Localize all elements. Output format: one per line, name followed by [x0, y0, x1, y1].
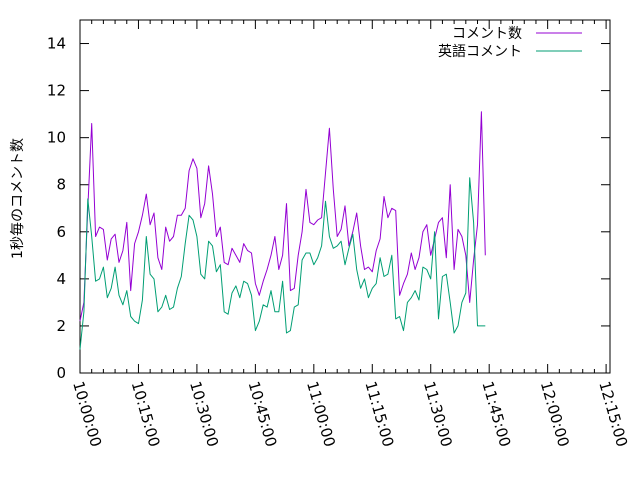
plot-frame: [79, 19, 611, 374]
x-tick-label: 11:30:00: [420, 379, 456, 449]
y-tick-label: 2: [56, 317, 66, 335]
x-tick-label: 11:00:00: [303, 379, 339, 449]
x-tick-label: 10:45:00: [245, 379, 281, 449]
x-tick-label: 10:30:00: [186, 379, 222, 449]
y-tick-label: 12: [47, 82, 66, 100]
y-axis: 0 2 4 6 8 10 12 14: [47, 35, 610, 382]
y-tick-label: 10: [47, 129, 66, 147]
plot-border: [79, 19, 611, 374]
x-tick-label: 11:45:00: [478, 379, 514, 449]
series-line-2: [79, 177, 486, 350]
y-axis-label: 1秒毎のコメント数: [10, 138, 26, 259]
x-tick-label: 12:15:00: [595, 379, 631, 449]
y-tick-label: 4: [56, 270, 66, 288]
y-tick-label: 0: [56, 364, 66, 382]
legend-label-2: 英語コメント: [438, 43, 522, 60]
legend-label-1: コメント数: [452, 26, 522, 42]
x-tick-label: 12:00:00: [537, 379, 573, 449]
x-tick-label: 11:15:00: [361, 379, 397, 449]
x-tick-label: 10:15:00: [128, 379, 164, 449]
y-tick-label: 14: [47, 35, 66, 53]
y-tick-label: 8: [56, 176, 66, 194]
series-line-1: [79, 111, 486, 322]
y-tick-label: 6: [56, 223, 66, 241]
series-lines: [79, 111, 486, 350]
x-tick-label: 10:00:00: [69, 379, 105, 449]
x-axis: 10:00:00 10:15:00 10:30:00 10:45:00 11:00:00…: [69, 20, 631, 449]
